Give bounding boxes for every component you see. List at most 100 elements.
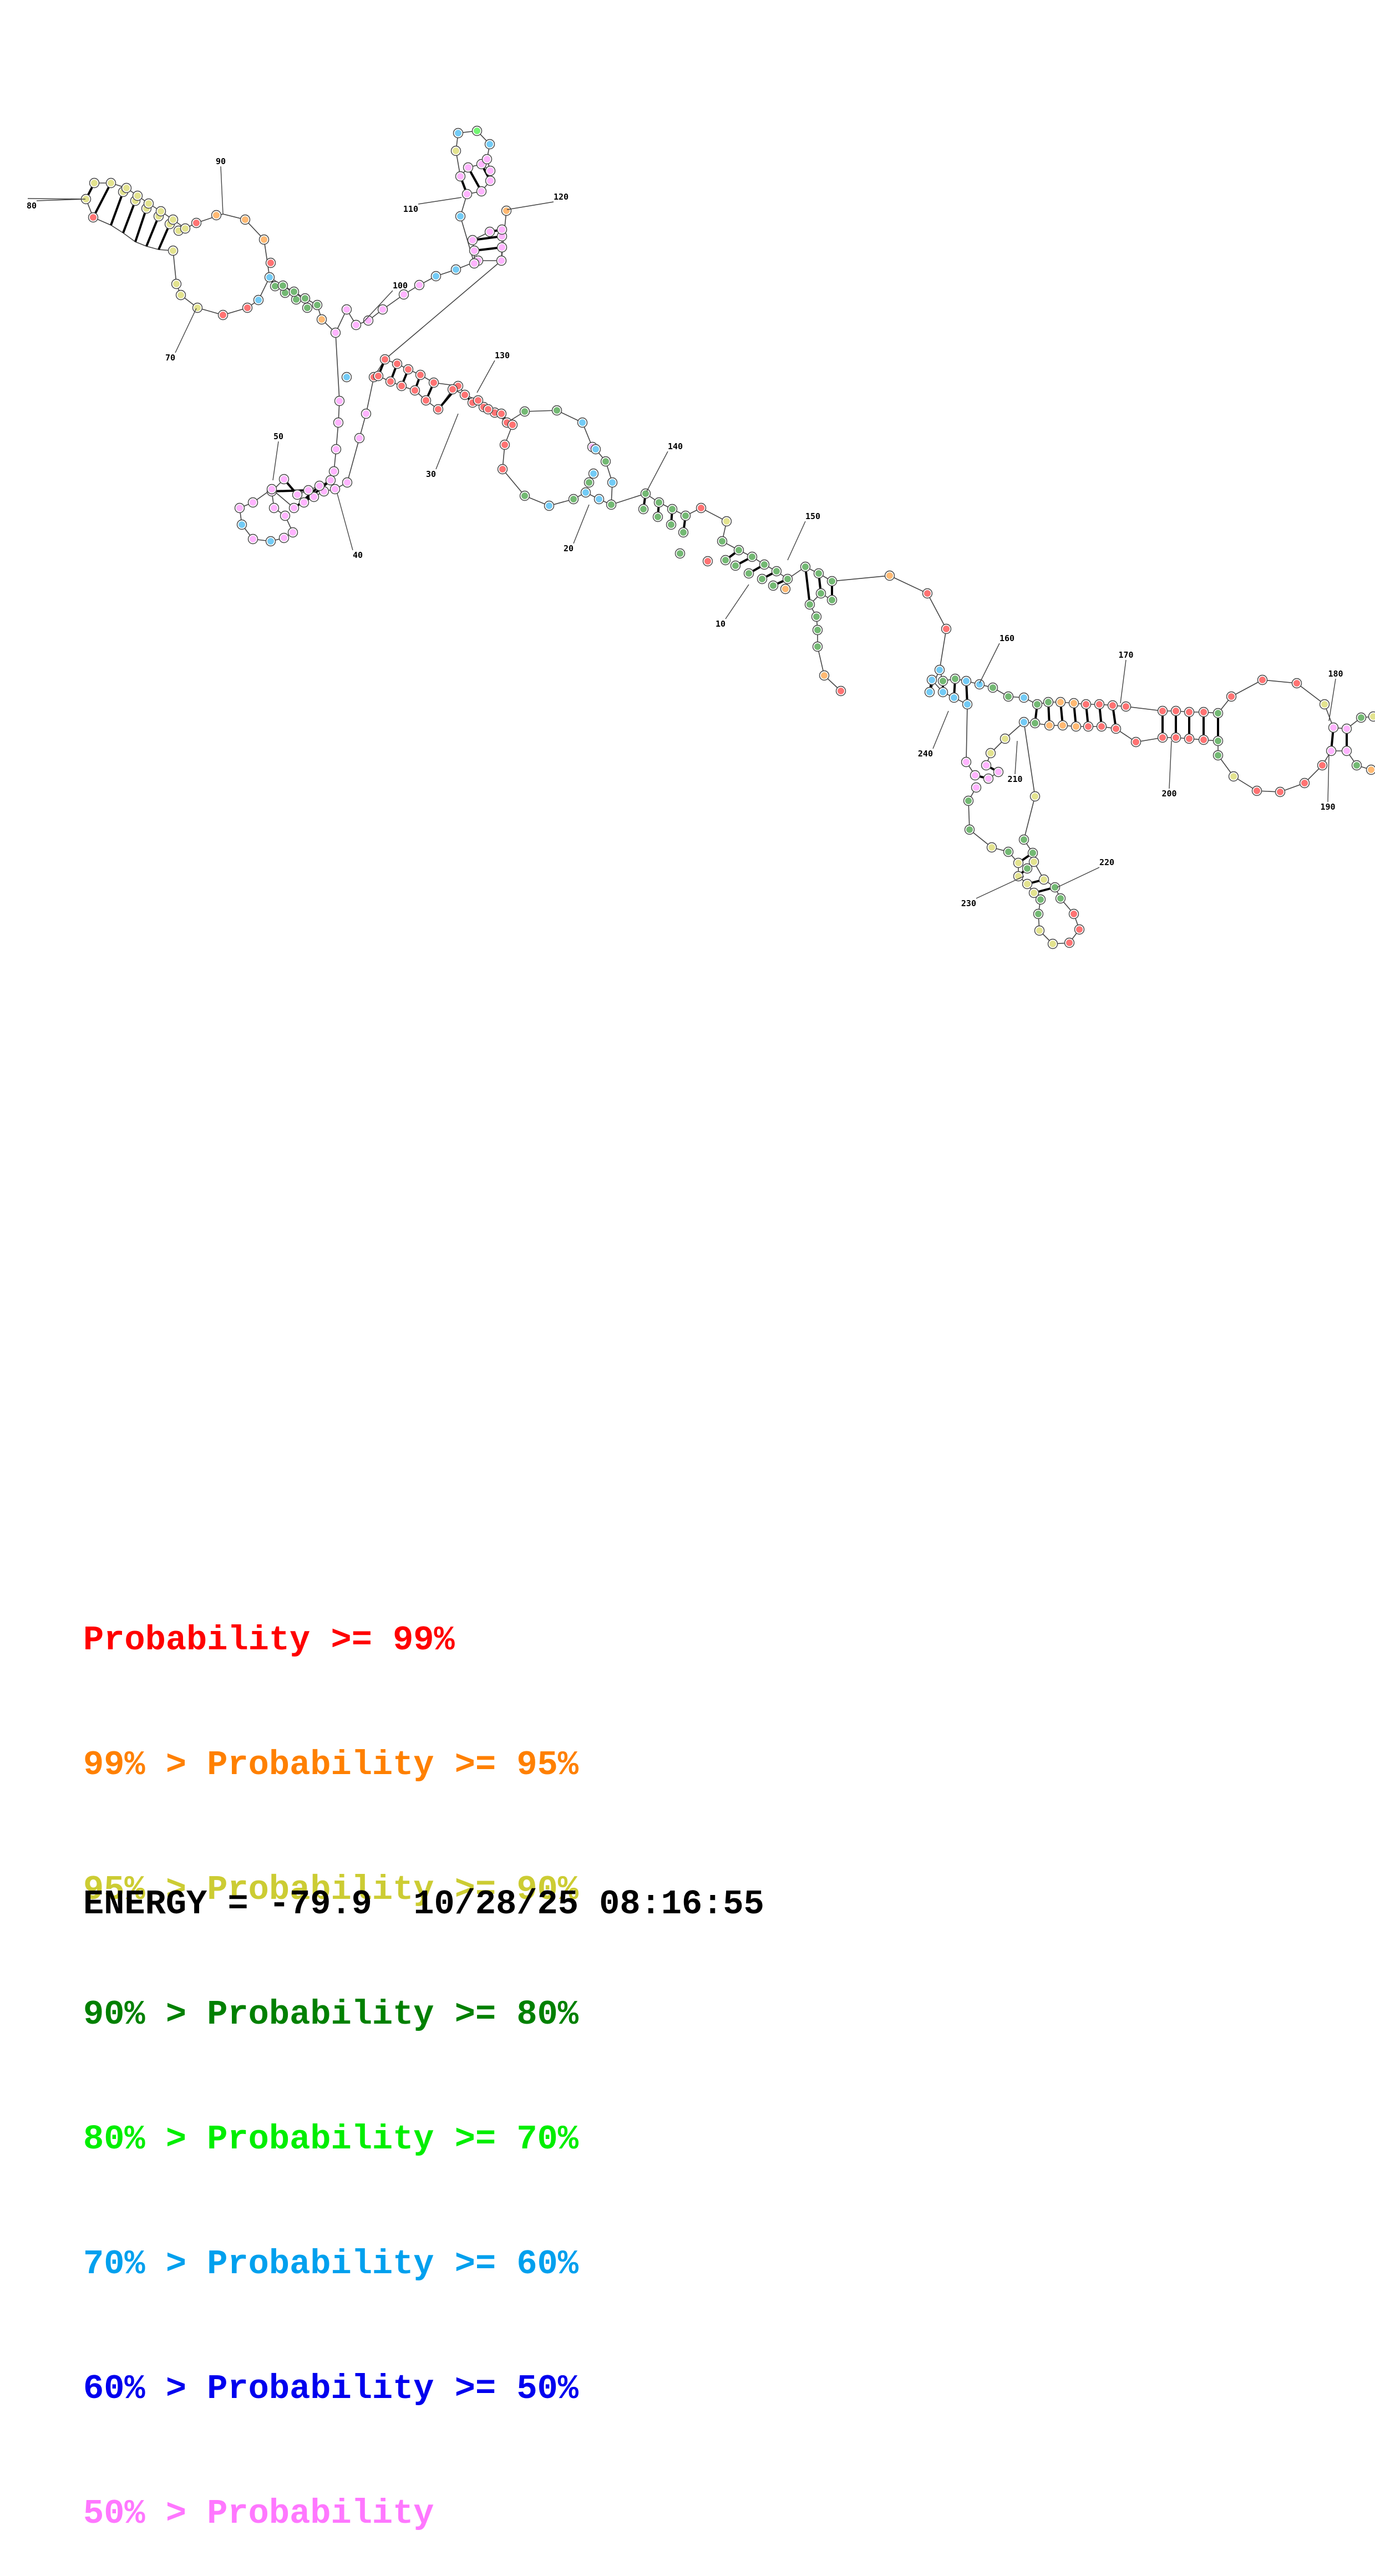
nucleotide-probability-fill [400,291,407,298]
nucleotide-probability-fill [1032,793,1038,800]
nucleotide-probability-fill [91,180,98,186]
timestamp: 10/28/25 08:16:55 [413,1884,764,1924]
position-label: 10 [716,619,725,629]
nucleotide-probability-fill [1045,699,1052,705]
nucleotide-probability-fill [928,677,935,683]
nucleotide-probability-fill [1021,719,1027,725]
position-label: 50 [273,431,283,441]
position-label: 40 [353,550,363,560]
nucleotide-probability-fill [814,643,821,650]
nucleotide-probability-fill [988,844,995,851]
nucleotide-probability-fill [282,512,288,519]
nucleotide-probability-fill [1293,680,1300,687]
nucleotide-probability-fill [1173,734,1179,741]
nucleotide-probability-fill [471,260,478,267]
base-pair-bond [93,183,111,217]
nucleotide-probability-fill [236,505,243,511]
nucleotide-probability-fill [1002,735,1008,742]
nucleotide-probability-fill [1024,865,1031,872]
nucleotide-probability-fill [469,237,476,243]
nucleotide-probability-fill [1254,787,1260,794]
nucleotide-probability-fill [293,296,300,303]
legend-threshold: >= 50% [434,2369,579,2409]
nucleotide-probability-fill [963,759,970,765]
nucleotide-probability-fill [668,521,674,528]
position-label-tick [507,202,554,210]
nucleotide-probability-fill [806,601,813,608]
position-label-tick [976,876,1024,898]
nucleotide-probability-fill [134,192,141,199]
nucleotide-probability-fill [1049,941,1056,947]
nucleotide-probability-fill [394,360,400,367]
nucleotide-probability-fill [336,398,343,404]
nucleotide-probability-fill [250,536,256,542]
nucleotide-probability-fill [1343,748,1350,754]
nucleotide-probability-fill [1036,927,1043,934]
nucleotide-probability-fill [1215,752,1221,759]
energy-line: ENERGY = -79.9 10/28/25 08:16:55 [83,1884,764,1924]
nucleotide-probability-fill [327,477,334,484]
nucleotide-probability-fill [280,282,286,289]
position-label-tick [933,711,948,749]
base-pair-bonds [86,164,1347,893]
nucleotide-probability-fill [1133,739,1139,745]
nucleotide-probability-fill [802,563,809,570]
nucleotide-probability-fill [1215,710,1221,717]
nucleotide-probability-fill [815,570,822,577]
nucleotide-probability-fill [570,496,577,502]
position-label-tick [1328,754,1329,802]
nucleotide-probability-fill [449,386,456,393]
nucleotide-probability-fill [487,167,494,174]
nucleotide-probability-fill [433,273,439,280]
position-label: 240 [918,749,933,759]
nucleotide-probability-fill [344,479,351,486]
legend-threshold: >= 99% [310,1620,454,1660]
nucleotide-probability-fill [267,538,274,545]
nucleotide-probability-fill [1066,939,1073,946]
nucleotide-probability-fill [963,678,970,684]
nucleotide-probability-fill [290,529,296,536]
nucleotide-probability-fill [487,177,494,184]
legend-prefix: 60% > [83,2369,207,2409]
legend-prefix: 80% > [83,2120,207,2159]
nucleotide-probability-fill [272,283,278,289]
nucleotide-probability-fill [972,772,978,779]
nucleotide-probability-fill [387,378,394,385]
base-pair-bond [272,490,308,491]
nucleotide-probability-fill [486,228,493,235]
nucleotide-probability-fill [471,247,478,254]
position-label-tick [363,291,393,323]
nucleotide-probability-fill [1186,709,1193,715]
nucleotide-probability-fill [784,576,791,582]
nucleotide-probability-fill [579,419,586,426]
position-label: 130 [495,350,510,360]
nucleotide-probability-fill [193,220,200,226]
position-label: 80 [27,201,37,211]
nucleotide-probability-fill [314,302,321,308]
backbone-lines [28,131,1373,944]
backbone-segment [240,261,501,541]
nucleotide-probability-fill [1029,850,1036,856]
nucleotide-probability-fill [484,156,490,162]
nucleotide-probability-fill [379,306,386,313]
nucleotide-probability-fill [1070,700,1077,707]
nucleotide-probability-fill [1215,738,1221,744]
nucleotide-probability-fill [353,322,359,328]
nucleotide-probability-fill [316,482,323,489]
nucleotide-probability-fill [423,397,429,404]
nucleotide-probability-fill [268,486,275,492]
legend-prefix: 90% > [83,1995,207,2034]
nucleotide-probability-fill [1123,703,1129,710]
nucleotide-probability-fill [1228,693,1235,700]
nucleotide-probability-fill [1076,926,1083,933]
nucleotide-probability-fill [1277,789,1283,795]
nucleotide-probability-fill [281,476,287,482]
nucleotide-probability-fill [332,486,338,492]
nucleotide-probability-fill [271,505,277,511]
nucleotide-probability-fill [521,492,528,499]
nucleotide-probability-fill [461,392,468,398]
nucleotide-probability-fill [936,667,943,673]
nucleotide-probability-fill [108,180,114,186]
nucleotide-probability-fill [698,505,704,511]
nucleotide-probability-fill [1024,881,1031,887]
